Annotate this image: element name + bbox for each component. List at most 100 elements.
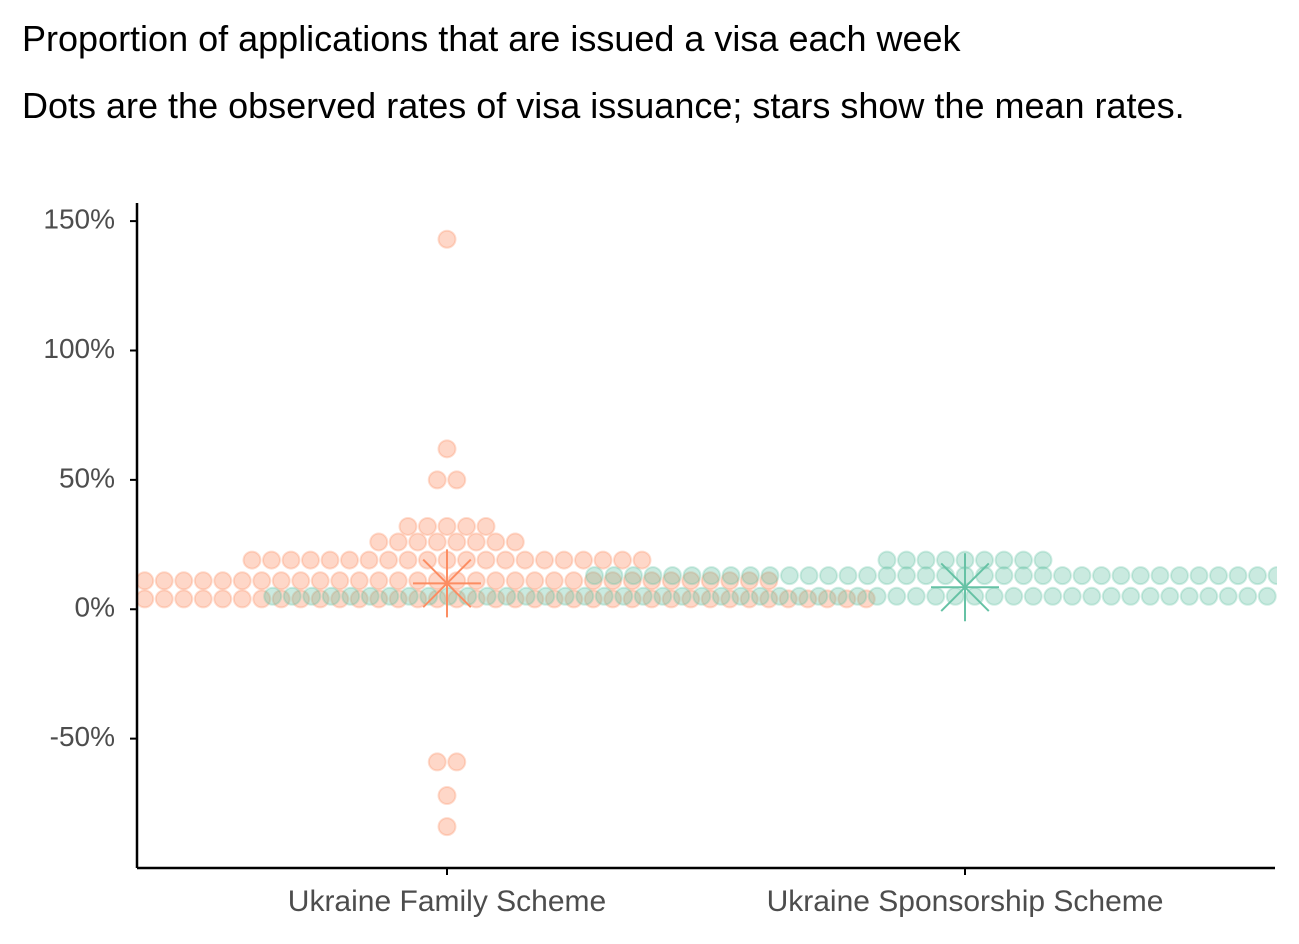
dot [661,589,681,609]
dot [819,566,838,586]
dot [438,586,458,606]
dot [897,550,916,570]
dot [418,516,437,536]
dot [330,589,350,609]
dot [661,571,681,591]
dot [117,590,134,607]
dot [720,571,740,591]
dot [653,586,673,606]
dot [585,566,604,586]
dot [555,586,575,606]
mean-star [413,549,481,618]
dot [437,786,457,806]
dot [232,571,252,591]
dot [1288,567,1299,584]
dot [447,470,467,490]
dot [418,550,437,570]
dot [574,550,593,570]
dot [770,586,790,606]
dot [369,532,389,552]
dot [877,550,897,570]
dot [437,229,457,249]
chart-subtitle: Dots are the observed rates of visa issu… [22,85,1185,126]
dot [525,571,545,591]
dot [398,516,418,536]
dot [301,550,320,570]
dot [213,589,233,609]
dot [799,566,819,586]
dot [702,566,721,586]
dot [388,589,408,609]
dot [252,589,272,609]
dot [117,572,134,589]
dot [505,532,525,552]
dot [544,571,564,591]
dot [1189,566,1209,586]
dot [154,589,174,609]
dot [682,566,702,586]
dot [622,571,642,591]
dot [594,586,614,606]
dot [477,586,497,606]
dot [642,571,662,591]
dot [1131,566,1150,586]
dot [984,586,1004,606]
dot [906,586,926,606]
dot [291,571,311,591]
dot [994,550,1014,570]
dot [604,566,624,586]
dot [544,589,564,609]
dot [1092,566,1111,586]
dot [320,550,340,570]
dot [632,550,652,570]
star-stroke [422,558,472,608]
dot [154,571,174,591]
y-tick-label: 150% [43,204,115,235]
dot [633,586,653,606]
dot [379,550,398,570]
dot [760,566,780,586]
dot [916,566,936,586]
dot [516,586,536,606]
dot [721,566,741,586]
dot [408,589,428,609]
dot [1072,566,1092,586]
dot [427,532,447,552]
dot [759,571,779,591]
dot [643,566,663,586]
dot [1121,586,1141,606]
dot [213,571,233,591]
dot [39,590,56,607]
dot [262,550,281,570]
dot [975,566,994,586]
dot [408,532,428,552]
dot [427,470,447,490]
dot [789,586,809,606]
y-tick-label: 100% [43,333,115,364]
dot [720,589,740,609]
dot [137,571,155,591]
dot [759,589,779,609]
dot [624,566,643,586]
dot [310,589,330,609]
dot [780,566,799,586]
dot [369,571,389,591]
dot [1043,586,1063,606]
dot [603,571,623,591]
dot [252,571,272,591]
dot [447,589,467,609]
dot [1140,586,1160,606]
dot [399,586,419,606]
dot [388,571,408,591]
dot [613,550,632,570]
dot [1150,566,1170,586]
dot [681,589,701,609]
dot [848,586,868,606]
dot [359,550,379,570]
dot [877,566,897,586]
dot [583,589,603,609]
dot [349,589,369,609]
dot [476,516,496,536]
